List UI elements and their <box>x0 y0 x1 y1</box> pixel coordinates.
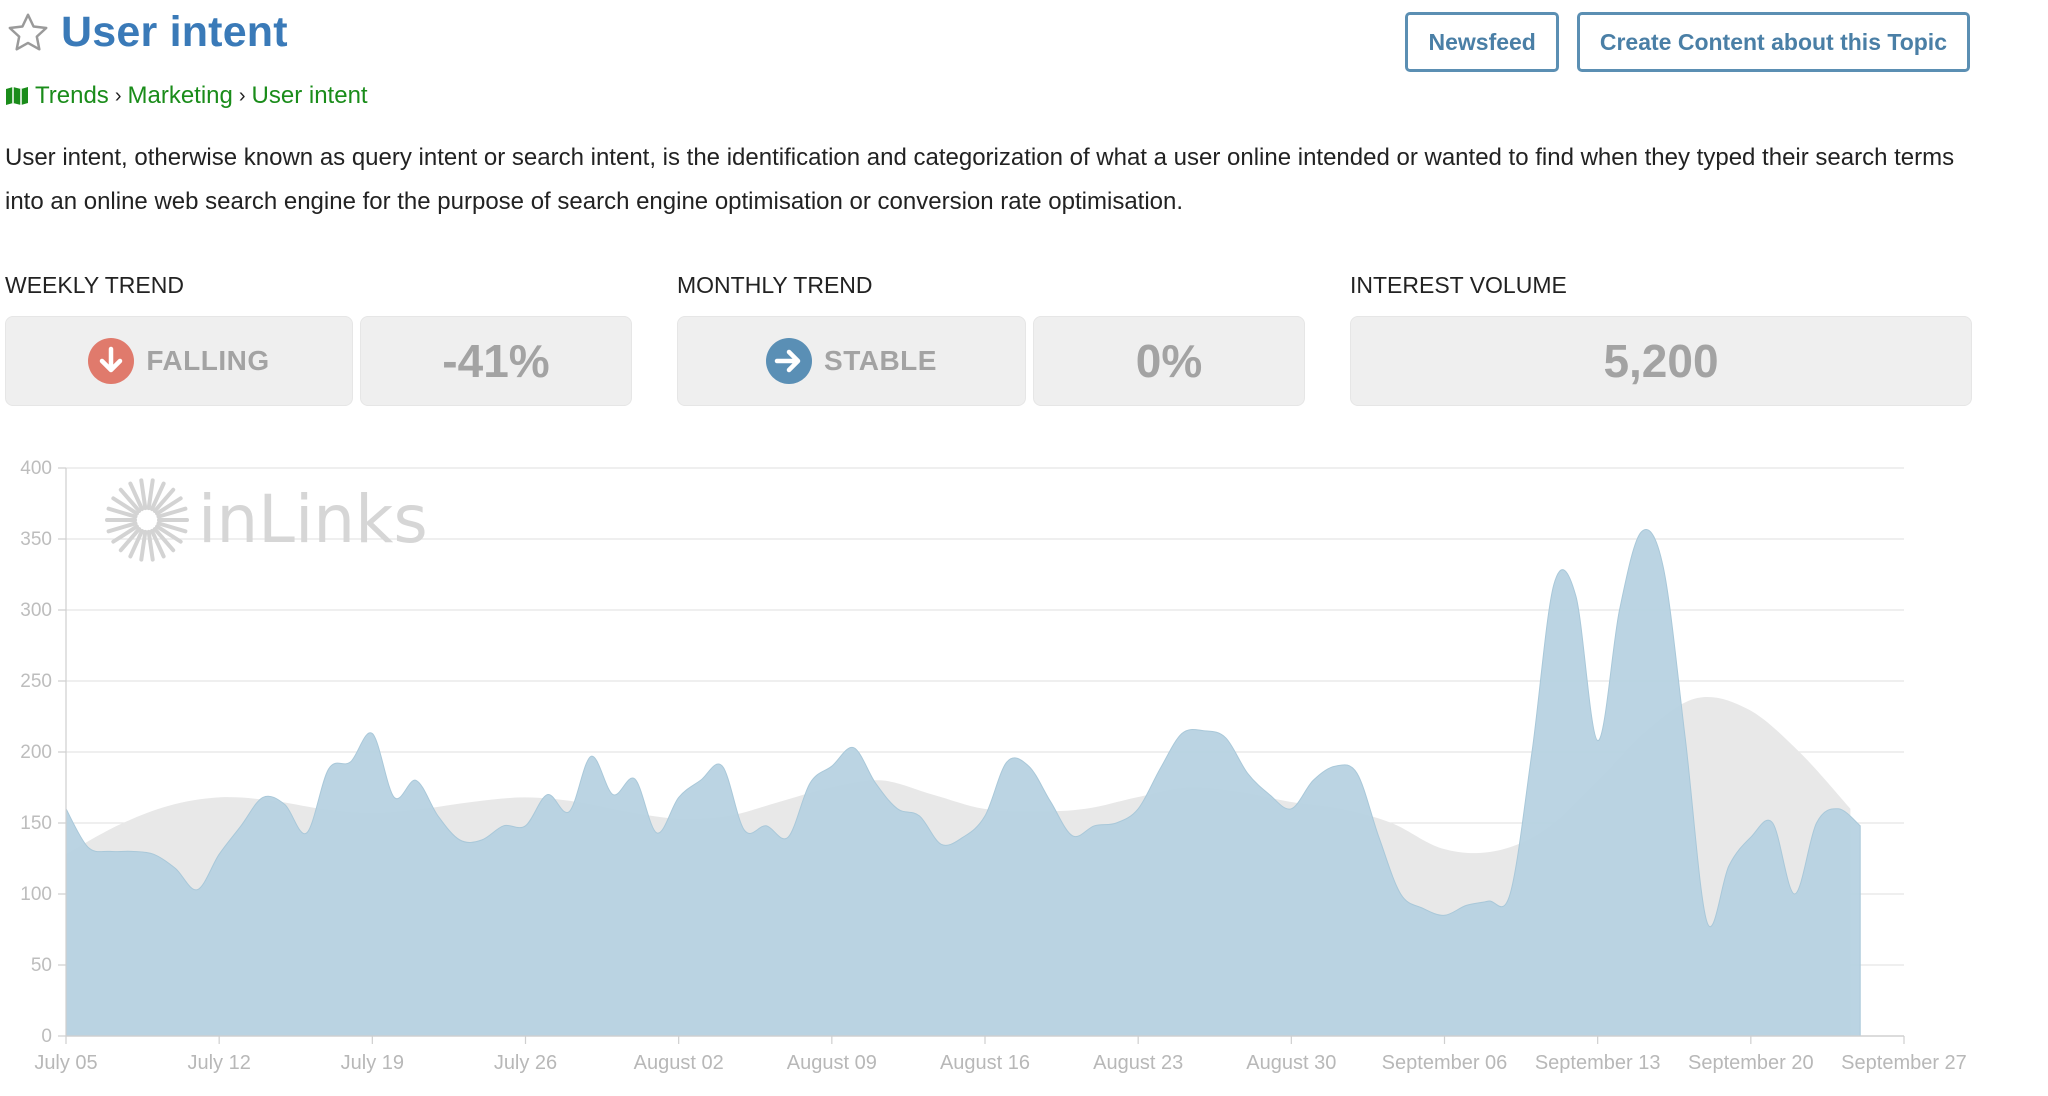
breadcrumb-current[interactable]: User intent <box>251 82 368 109</box>
watermark-ray <box>146 478 155 511</box>
topic-description: User intent, otherwise known as query in… <box>5 144 1955 215</box>
x-tick-label: September 13 <box>1535 1052 1661 1074</box>
create-content-button[interactable]: Create Content about this Topic <box>1576 12 1970 72</box>
y-tick-label: 300 <box>20 600 52 621</box>
x-axis-ticks: July 05 July 12 July 19 July 26 August 02 Aug… <box>34 1036 1967 1074</box>
watermark-ray <box>146 529 155 562</box>
x-tick-label: July 12 <box>187 1052 250 1074</box>
watermark-ray <box>155 496 183 516</box>
x-tick-label: August 09 <box>787 1052 877 1074</box>
watermark-ray <box>139 478 148 511</box>
monthly-trend-value: 0% <box>1135 335 1203 387</box>
page-header: User intent <box>5 8 288 57</box>
x-tick-label: August 30 <box>1246 1052 1336 1074</box>
weekly-trend-label: WEEKLY TREND <box>5 272 184 298</box>
watermark-ray <box>128 481 145 512</box>
series-area <box>65 529 1861 1037</box>
watermark-ray <box>149 481 166 512</box>
weekly-trend-value-box: -41% <box>360 316 632 406</box>
y-axis-ticks: 0 50 100 150 200 250 300 350 400 <box>20 458 66 1047</box>
watermark-ray <box>152 527 176 553</box>
watermark-ray <box>149 528 166 559</box>
monthly-trend-label: MONTHLY TREND <box>677 272 873 298</box>
monthly-trend-value-box: 0% <box>1033 316 1305 406</box>
breadcrumb-trends[interactable]: Trends <box>35 82 109 109</box>
y-tick-label: 200 <box>20 742 52 763</box>
monthly-status-text: STABLE <box>824 345 937 376</box>
x-tick-label: July 05 <box>34 1052 97 1074</box>
star-icon[interactable] <box>5 10 51 56</box>
watermark-ray <box>106 521 138 534</box>
monthly-trend-status: STABLE <box>677 316 1026 406</box>
weekly-trend-value: -41% <box>442 335 550 387</box>
y-tick-label: 50 <box>31 955 52 976</box>
weekly-trend-status: FALLING <box>5 316 353 406</box>
x-tick-label: July 26 <box>494 1052 557 1074</box>
arrow-right-circle-icon <box>766 338 813 384</box>
y-tick-label: 0 <box>41 1026 52 1047</box>
chevron-right-icon: › <box>238 84 246 107</box>
y-tick-label: 400 <box>20 458 52 479</box>
interest-volume-box: 5,200 <box>1350 316 1972 406</box>
arrow-down-circle-icon <box>88 338 135 384</box>
watermark-text: inLinks <box>198 481 428 558</box>
x-tick-label: September 20 <box>1688 1052 1814 1074</box>
watermark-ray <box>152 487 176 513</box>
breadcrumb-marketing[interactable]: Marketing <box>127 82 233 109</box>
x-tick-label: August 02 <box>634 1052 724 1074</box>
watermark-ray <box>155 524 183 544</box>
inlinks-watermark: inLinks <box>105 478 428 562</box>
y-tick-label: 250 <box>20 671 52 692</box>
breadcrumb: Trends › Marketing › User intent <box>5 82 368 110</box>
watermark-ray <box>118 527 142 553</box>
y-tick-label: 350 <box>20 529 52 550</box>
watermark-ray <box>111 496 139 516</box>
watermark-ray <box>111 524 139 544</box>
y-tick-label: 150 <box>20 813 52 834</box>
watermark-ray <box>156 506 188 519</box>
watermark-ray <box>118 487 142 513</box>
interest-chart: inLinks 0 50 100 150 200 250 300 350 400 July 05… <box>20 458 1967 1074</box>
watermark-ray <box>139 529 148 562</box>
x-tick-label: July 19 <box>341 1052 404 1074</box>
x-tick-label: August 23 <box>1093 1052 1183 1074</box>
x-tick-label: September 27 <box>1841 1052 1967 1074</box>
interest-volume-label: INTEREST VOLUME <box>1350 272 1567 298</box>
y-tick-label: 100 <box>20 884 52 905</box>
interest-volume-value: 5,200 <box>1603 335 1719 387</box>
x-tick-label: September 06 <box>1382 1052 1508 1074</box>
map-icon <box>6 87 28 105</box>
weekly-status-text: FALLING <box>146 345 270 376</box>
watermark-ray <box>156 521 188 534</box>
page-title: User intent <box>61 8 288 56</box>
x-tick-label: August 16 <box>940 1052 1030 1074</box>
watermark-ray <box>128 528 145 559</box>
newsfeed-button[interactable]: Newsfeed <box>1405 12 1559 72</box>
chevron-right-icon: › <box>114 84 122 107</box>
top-actions: Newsfeed Create Content about this Topic <box>1405 12 1970 72</box>
watermark-ray <box>106 506 138 519</box>
